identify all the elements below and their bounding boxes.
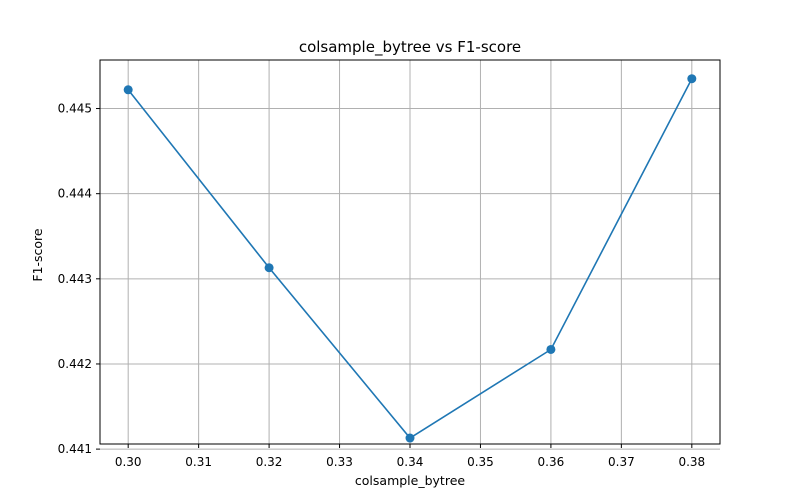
x-axis-label: colsample_bytree bbox=[355, 473, 465, 488]
x-tick-label: 0.35 bbox=[467, 455, 494, 469]
data-point bbox=[264, 263, 274, 273]
data-point bbox=[687, 74, 697, 84]
x-tick-label: 0.32 bbox=[256, 455, 283, 469]
y-tick-label: 0.443 bbox=[58, 272, 92, 286]
x-tick-label: 0.38 bbox=[678, 455, 705, 469]
x-tick-label: 0.36 bbox=[538, 455, 565, 469]
y-tick-label: 0.444 bbox=[58, 187, 92, 201]
y-tick-label: 0.445 bbox=[58, 102, 92, 116]
x-tick-label: 0.34 bbox=[397, 455, 424, 469]
x-tick-label: 0.37 bbox=[608, 455, 635, 469]
y-tick-label: 0.442 bbox=[58, 357, 92, 371]
y-axis-label: F1-score bbox=[30, 228, 45, 282]
x-axis-ticks: 0.30 0.31 0.32 0.33 0.34 0.35 0.36 0.37 0.38 bbox=[115, 444, 705, 469]
data-point bbox=[123, 85, 133, 95]
x-tick-label: 0.31 bbox=[185, 455, 212, 469]
x-tick-label: 0.30 bbox=[115, 455, 142, 469]
chart-title: colsample_bytree vs F1-score bbox=[299, 38, 521, 57]
data-point bbox=[546, 344, 556, 354]
series-layer bbox=[123, 74, 697, 443]
y-axis-ticks: 0.441 0.442 0.443 0.444 0.445 bbox=[58, 102, 100, 456]
y-tick-label: 0.441 bbox=[58, 442, 92, 456]
x-tick-label: 0.33 bbox=[326, 455, 353, 469]
grid bbox=[100, 60, 720, 450]
data-point bbox=[405, 433, 415, 443]
